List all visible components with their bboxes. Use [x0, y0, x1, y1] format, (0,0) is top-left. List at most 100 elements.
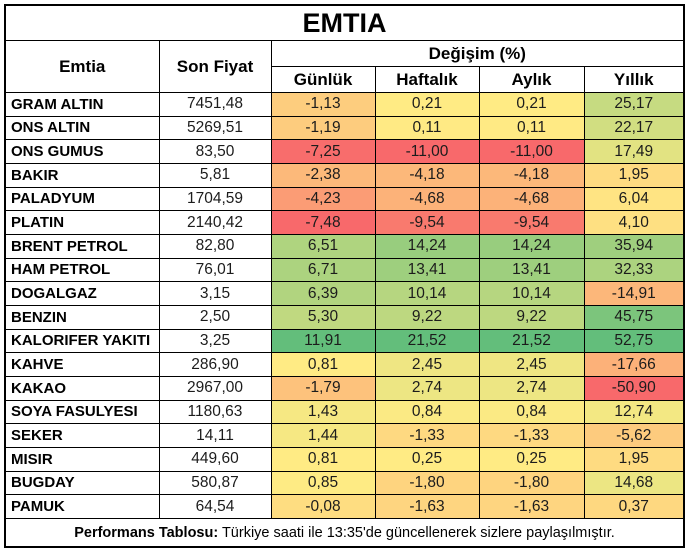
change-cell-haftalik: -4,18	[374, 162, 480, 188]
table-row: PAMUK 64,54 -0,08 -1,63 -1,63 0,37	[4, 494, 685, 519]
col-header-son-fiyat: Son Fiyat	[158, 40, 272, 93]
last-price-cell: 7451,48	[158, 92, 272, 117]
change-cell-gunluk: 1,44	[270, 423, 376, 448]
change-cell-aylik: 0,21	[478, 92, 585, 117]
last-price-cell: 580,87	[158, 470, 272, 496]
last-price-cell: 3,15	[158, 281, 272, 306]
change-cell-haftalik: 0,21	[374, 92, 480, 117]
change-cell-yillik: 25,17	[583, 92, 685, 117]
header-row-periods: Günlük Haftalık Aylık Yıllık	[5, 66, 685, 93]
change-cell-haftalik: -11,00	[374, 139, 480, 164]
emtia-table: EMTIA Emtia Son Fiyat Değişim (%) Günlük…	[4, 4, 686, 548]
last-price-cell: 286,90	[158, 352, 272, 377]
table-row: PLATIN 2140,42 -7,48 -9,54 -9,54 4,10	[4, 210, 685, 235]
change-cell-yillik: 6,04	[583, 186, 685, 212]
change-cell-yillik: 0,37	[583, 494, 685, 519]
commodity-name: SOYA FASULYESI	[4, 399, 160, 425]
last-price-cell: 64,54	[158, 494, 272, 519]
change-cell-haftalik: 10,14	[374, 281, 480, 306]
change-cell-gunluk: -7,48	[270, 210, 376, 235]
last-price-cell: 3,25	[158, 328, 272, 354]
last-price-cell: 5269,51	[158, 115, 272, 141]
change-cell-yillik: 52,75	[583, 328, 685, 354]
commodity-name: BUGDAY	[4, 470, 160, 496]
change-cell-aylik: -1,33	[478, 423, 585, 448]
table-title: EMTIA	[4, 4, 685, 41]
change-cell-gunluk: 1,43	[270, 399, 376, 425]
change-cell-aylik: 0,84	[478, 399, 585, 425]
table-row: BAKIR 5,81 -2,38 -4,18 -4,18 1,95	[4, 162, 685, 188]
table-row: BRENT PETROL 82,80 6,51 14,24 14,24 35,94	[4, 233, 685, 259]
table-row: ONS GUMUS 83,50 -7,25 -11,00 -11,00 17,49	[4, 139, 685, 164]
change-cell-haftalik: 14,24	[374, 233, 480, 259]
table-row: PALADYUM 1704,59 -4,23 -4,68 -4,68 6,04	[4, 186, 685, 212]
commodity-name: KAHVE	[4, 352, 160, 377]
last-price-cell: 1704,59	[158, 186, 272, 212]
col-header-gunluk: Günlük	[270, 66, 376, 93]
table-row: KALORIFER YAKITI 3,25 11,91 21,52 21,52 52,75	[4, 328, 685, 354]
change-cell-aylik: 14,24	[478, 233, 585, 259]
change-cell-haftalik: 0,11	[374, 115, 480, 141]
change-cell-gunluk: -1,13	[270, 92, 376, 117]
col-header-aylik: Aylık	[478, 66, 585, 93]
change-cell-aylik: -1,80	[478, 470, 585, 496]
change-cell-haftalik: -4,68	[374, 186, 480, 212]
commodity-name: MISIR	[4, 446, 160, 472]
commodity-name: BENZIN	[4, 304, 160, 330]
change-cell-yillik: 17,49	[583, 139, 685, 164]
col-header-yillik: Yıllık	[583, 66, 685, 93]
change-cell-aylik: 10,14	[478, 281, 585, 306]
change-cell-haftalik: 13,41	[374, 257, 480, 283]
change-cell-yillik: -17,66	[583, 352, 685, 377]
table-row: KAKAO 2967,00 -1,79 2,74 2,74 -50,90	[4, 375, 685, 401]
col-header-degisim: Değişim (%)	[270, 40, 685, 67]
commodity-name: PALADYUM	[4, 186, 160, 212]
change-cell-gunluk: -2,38	[270, 162, 376, 188]
change-cell-aylik: -9,54	[478, 210, 585, 235]
commodity-name: PLATIN	[4, 210, 160, 235]
header-row-1: Emtia Son Fiyat Değişim (%)	[4, 40, 685, 93]
change-cell-yillik: -5,62	[583, 423, 685, 448]
col-header-emtia: Emtia	[4, 40, 160, 93]
change-cell-yillik: 45,75	[583, 304, 685, 330]
change-cell-gunluk: 0,81	[270, 352, 376, 377]
table-row: ONS ALTIN 5269,51 -1,19 0,11 0,11 22,17	[4, 115, 685, 141]
change-cell-aylik: 21,52	[478, 328, 585, 354]
table-row: GRAM ALTIN 7451,48 -1,13 0,21 0,21 25,17	[4, 92, 685, 117]
change-cell-yillik: 1,95	[583, 162, 685, 188]
change-cell-aylik: 2,74	[478, 375, 585, 401]
commodity-name: BAKIR	[4, 162, 160, 188]
change-cell-yillik: 1,95	[583, 446, 685, 472]
change-cell-yillik: -50,90	[583, 375, 685, 401]
last-price-cell: 76,01	[158, 257, 272, 283]
last-price-cell: 83,50	[158, 139, 272, 164]
change-cell-aylik: 0,25	[478, 446, 585, 472]
table-row: MISIR 449,60 0,81 0,25 0,25 1,95	[4, 446, 685, 472]
last-price-cell: 1180,63	[158, 399, 272, 425]
change-cell-gunluk: 6,71	[270, 257, 376, 283]
change-cell-gunluk: -1,79	[270, 375, 376, 401]
table-row: SOYA FASULYESI 1180,63 1,43 0,84 0,84 12,74	[4, 399, 685, 425]
change-cell-yillik: 12,74	[583, 399, 685, 425]
change-cell-aylik: -11,00	[478, 139, 585, 164]
table-row: KAHVE 286,90 0,81 2,45 2,45 -17,66	[4, 352, 685, 377]
change-cell-yillik: 4,10	[583, 210, 685, 235]
change-cell-haftalik: -1,80	[374, 470, 480, 496]
commodity-name: ONS ALTIN	[4, 115, 160, 141]
last-price-cell: 449,60	[158, 446, 272, 472]
last-price-cell: 2,50	[158, 304, 272, 330]
table-row: DOGALGAZ 3,15 6,39 10,14 10,14 -14,91	[4, 281, 685, 306]
commodity-name: HAM PETROL	[4, 257, 160, 283]
commodity-name: SEKER	[4, 423, 160, 448]
table-row: BENZIN 2,50 5,30 9,22 9,22 45,75	[4, 304, 685, 330]
change-cell-yillik: 22,17	[583, 115, 685, 141]
change-cell-haftalik: 21,52	[374, 328, 480, 354]
footer-note-label: Performans Tablosu:	[74, 524, 219, 541]
change-cell-haftalik: -1,63	[374, 494, 480, 519]
change-cell-gunluk: 0,85	[270, 470, 376, 496]
change-cell-gunluk: -7,25	[270, 139, 376, 164]
footer-note: Performans Tablosu: Türkiye saati ile 13…	[4, 518, 685, 548]
table-row: BUGDAY 580,87 0,85 -1,80 -1,80 14,68	[4, 470, 685, 496]
table-row: SEKER 14,11 1,44 -1,33 -1,33 -5,62	[4, 423, 685, 448]
